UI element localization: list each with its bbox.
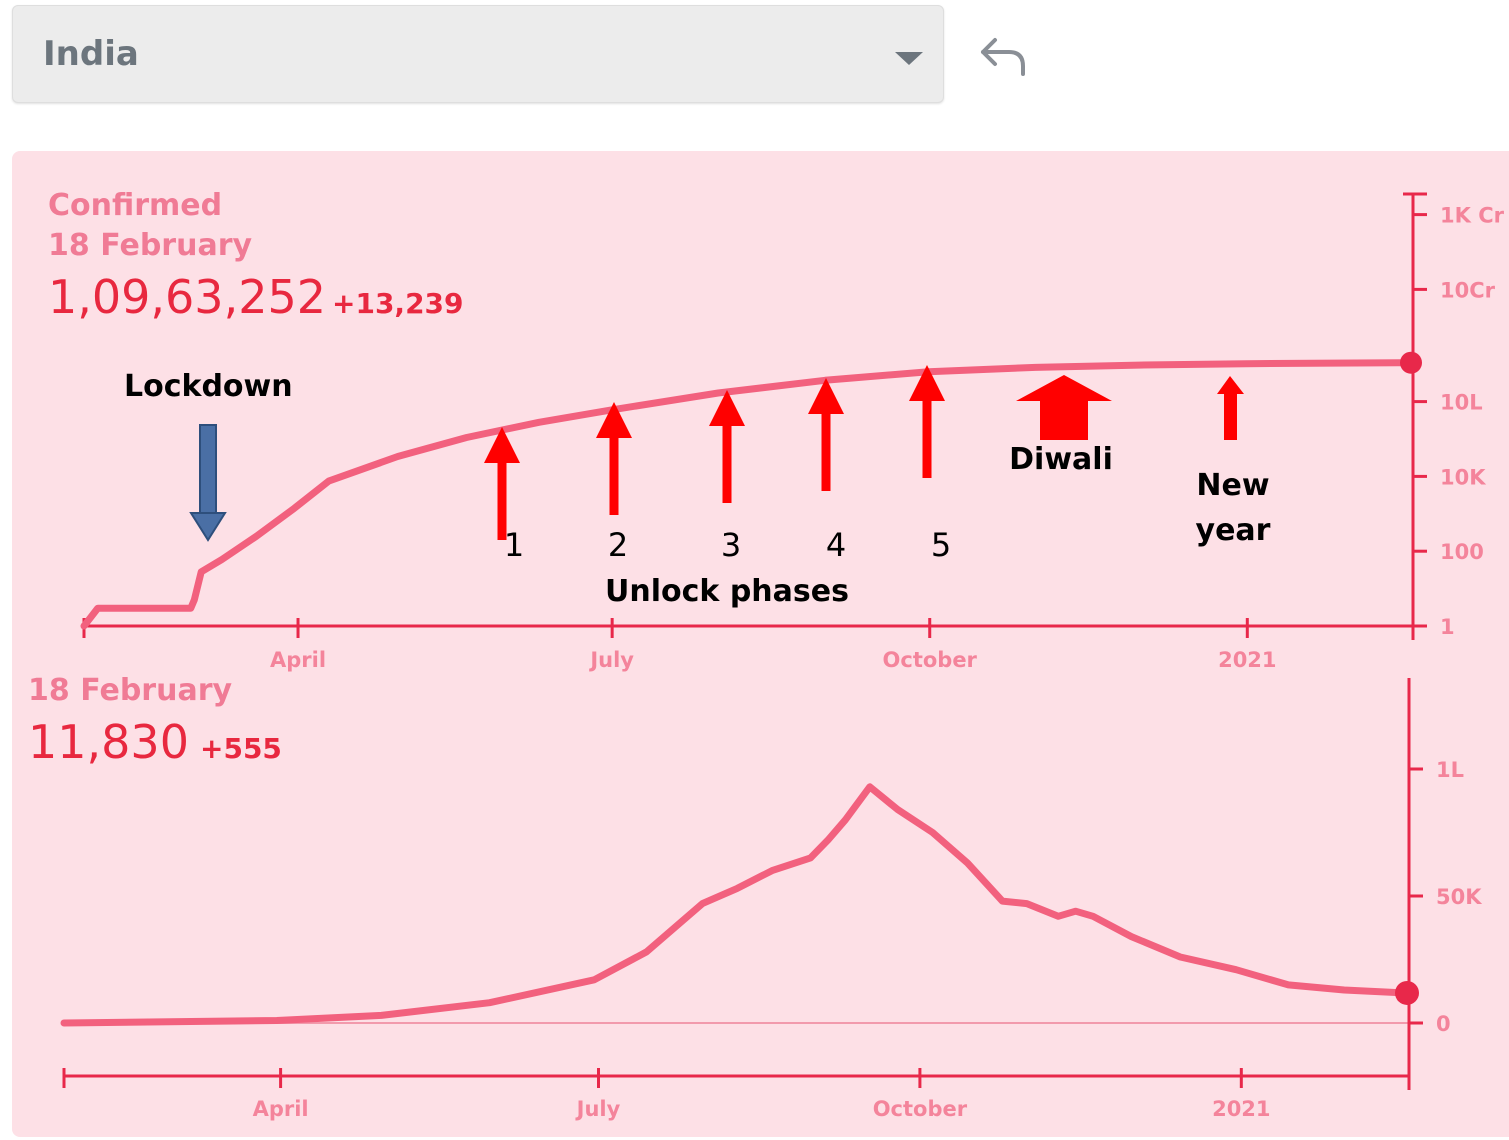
phase-label-5: 5	[931, 526, 951, 564]
top-chart-label: Confirmed	[48, 188, 222, 223]
top-y-ticks: 1K Cr 10Cr 10L 10K 100 1	[1413, 204, 1505, 639]
top-y-tick-label-0: 1K Cr	[1440, 204, 1505, 228]
new-year-label-line2: year	[1196, 513, 1271, 548]
top-chart-delta: +13,239	[332, 287, 464, 320]
top-y-tick-label-4: 100	[1440, 540, 1484, 564]
phase-label-4: 4	[826, 526, 846, 564]
diwali-arrow-icon	[1016, 375, 1112, 440]
bottom-chart-value: 11,830	[28, 715, 189, 769]
x-tick-label-october: October	[883, 648, 978, 672]
top-series-end-marker	[1400, 351, 1422, 374]
phase-label-1: 1	[504, 526, 524, 564]
bottom-series-line	[60, 783, 1411, 1027]
new-year-arrow-icon	[1217, 376, 1244, 440]
x-tick-label-2021: 2021	[1218, 648, 1276, 672]
phase-label-3: 3	[721, 526, 741, 564]
undo-arrow-icon	[981, 38, 1025, 76]
bottom-y-tick-label-2: 0	[1436, 1012, 1451, 1036]
bottom-y-tick-label-1: 50K	[1436, 885, 1482, 909]
country-select[interactable]: India	[12, 5, 944, 103]
top-y-tick-label-3: 10K	[1440, 465, 1486, 489]
x-tick-label-april: April	[253, 1097, 309, 1121]
bottom-chart-date: 18 February	[28, 673, 232, 708]
lockdown-arrow-icon	[189, 424, 227, 542]
bottom-x-ticks: April July October 2021	[62, 1068, 1411, 1121]
phase-label-2: 2	[608, 526, 628, 564]
bottom-y-tick-label-0: 1L	[1436, 758, 1464, 782]
top-series-line	[80, 359, 1415, 630]
bottom-y-ticks: 1L 50K 0	[1409, 758, 1482, 1036]
new-year-label-line1: New	[1196, 468, 1269, 503]
top-chart-value: 1,09,63,252	[48, 270, 326, 324]
top-chart-axes	[84, 192, 1427, 640]
unlock-phases-label: Unlock phases	[605, 574, 849, 609]
top-y-tick-label-5: 1	[1440, 615, 1455, 639]
bottom-series-end-marker	[1395, 980, 1419, 1005]
undo-button[interactable]	[975, 32, 1031, 88]
chart-panel	[12, 151, 1509, 1137]
unlock-arrows	[484, 365, 945, 540]
top-y-tick-label-2: 10L	[1440, 391, 1483, 415]
top-y-tick-label-1: 10Cr	[1440, 278, 1496, 302]
x-tick-label-july: July	[575, 1097, 621, 1121]
top-chart-date: 18 February	[48, 228, 252, 263]
x-tick-label-april: April	[270, 648, 326, 672]
bottom-chart-delta: +555	[200, 732, 282, 765]
country-select-value: India	[43, 34, 139, 74]
caret-down-icon	[895, 52, 923, 65]
diwali-label: Diwali	[1009, 442, 1113, 477]
top-x-ticks: April July October 2021	[82, 618, 1415, 672]
x-tick-label-july: July	[588, 648, 634, 672]
x-tick-label-2021: 2021	[1212, 1097, 1270, 1121]
lockdown-label: Lockdown	[124, 369, 293, 404]
x-tick-label-october: October	[873, 1097, 968, 1121]
